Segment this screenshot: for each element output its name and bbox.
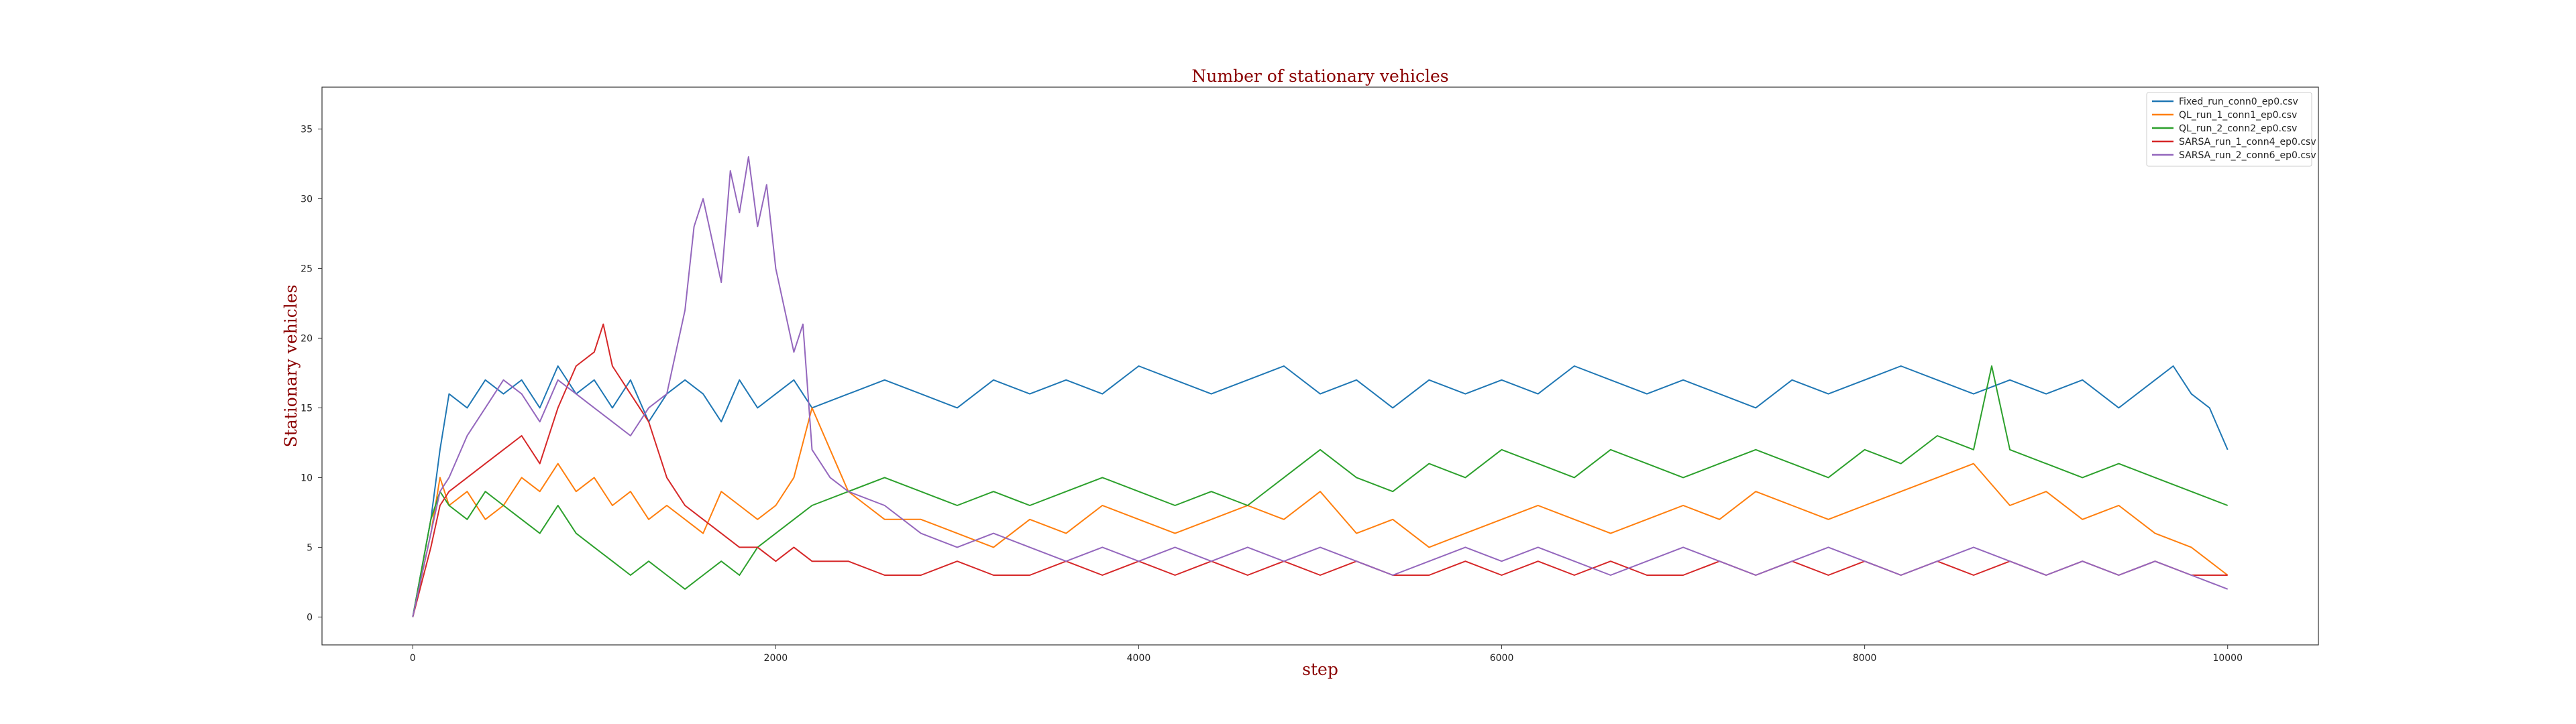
y-tick-label: 10: [301, 473, 313, 483]
x-axis-label: step: [1302, 660, 1338, 679]
plot-frame: [321, 86, 2319, 646]
chart-title: Number of stationary vehicles: [1191, 66, 1448, 86]
x-tick-label: 2000: [764, 653, 788, 664]
series-group: [412, 156, 2229, 617]
x-tick-label: 8000: [1853, 653, 1877, 664]
y-tick-label: 5: [307, 542, 313, 553]
y-tick-label: 15: [301, 403, 313, 414]
x-tick-label: 4000: [1127, 653, 1151, 664]
legend-entry: Fixed_run_conn0_ep0.csv: [2179, 97, 2298, 107]
series-line-3: [412, 323, 2228, 617]
y-tick-label: 25: [301, 263, 313, 274]
series-line-1: [412, 407, 2229, 617]
legend-entry: SARSA_run_1_conn4_ep0.csv: [2179, 137, 2316, 147]
series-line-4: [412, 156, 2229, 617]
y-tick-label: 20: [301, 333, 313, 344]
x-tick-label: 0: [410, 653, 416, 664]
series-line-0: [412, 365, 2229, 617]
x-tick-label: 6000: [1490, 653, 1514, 664]
legend-box: [2146, 92, 2312, 167]
y-axis-label: Stationary vehicles: [281, 285, 301, 448]
x-tick-label: 10000: [2212, 653, 2243, 664]
y-tick-label: 35: [301, 124, 313, 135]
y-axis: 0 5 10 15 20 25 30 35: [301, 124, 322, 623]
y-tick-label: 30: [301, 194, 313, 204]
legend-entry: QL_run_2_conn2_ep0.csv: [2179, 123, 2297, 134]
series-line-2: [412, 365, 2229, 617]
plot-area: [321, 86, 2319, 646]
legend: Fixed_run_conn0_ep0.csv QL_run_1_conn1_ep…: [2146, 92, 2316, 167]
x-axis: 0 2000 4000 6000 8000 10000: [410, 645, 2243, 664]
y-tick-label: 0: [307, 612, 313, 623]
legend-entry: QL_run_1_conn1_ep0.csv: [2179, 110, 2297, 121]
legend-entry: SARSA_run_2_conn6_ep0.csv: [2179, 150, 2316, 161]
